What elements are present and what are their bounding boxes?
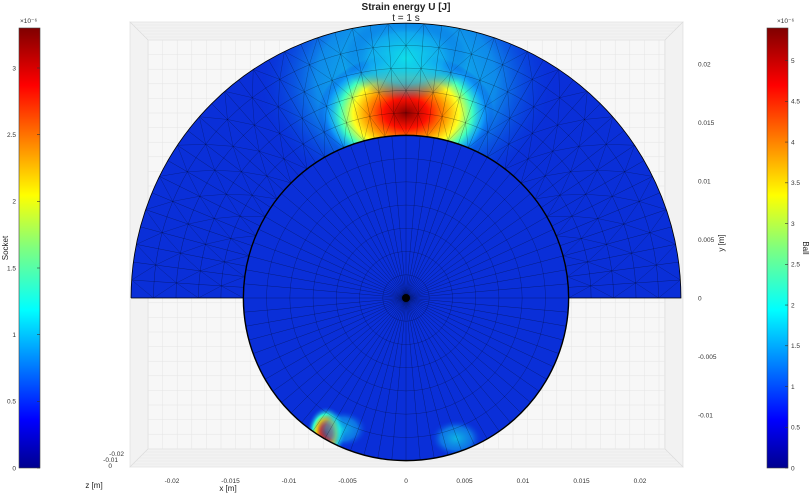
z-axis-ticks: -0.02-0.010 [103, 451, 124, 470]
y-tick-label: 0.01 [698, 179, 711, 186]
x-tick-label: -0.015 [221, 478, 240, 485]
colorbar-tick-label: 1 [12, 332, 16, 339]
x-tick-label: 0.005 [456, 478, 473, 485]
x-tick-label: -0.01 [282, 478, 297, 485]
x-axis-label: x [m] [219, 484, 236, 493]
colorbar-tick-label: 1.5 [791, 343, 800, 350]
socket-outline [130, 22, 682, 299]
y-axis-ticks: 0.02 0.015 0.01 0.005 0 -0.005 -0.01 [698, 62, 717, 420]
z-tick-label: -0.02 [109, 451, 124, 458]
x-tick-label: -0.005 [338, 478, 357, 485]
chart-subtitle: t = 1 s [392, 13, 420, 24]
socket-hotspot [344, 23, 468, 101]
y-tick-label: -0.01 [698, 413, 713, 420]
z-tick-label: 0 [108, 463, 112, 470]
x-tick-label: 0.015 [573, 478, 590, 485]
colorbar-tick-label: 1 [791, 384, 795, 391]
region-outlines [130, 22, 682, 462]
colorbar-tick-label: 0.5 [791, 425, 800, 432]
x-tick-label: 0.02 [634, 478, 647, 485]
y-axis-label: y [m] [717, 234, 726, 251]
x-tick-label: 0 [404, 478, 408, 485]
colorbar-tick-label: 2 [12, 199, 16, 206]
ball-mesh [243, 135, 569, 461]
colorbar-tick-label: 4.5 [791, 99, 800, 106]
x-tick-label: -0.02 [165, 478, 180, 485]
y-tick-label: 0 [698, 296, 702, 303]
socket-colorbar: ×10⁻⁶ 3 2.5 2 1.5 1 0.5 0 Socket [1, 18, 41, 472]
chart-title: Strain energy U [J] [362, 2, 451, 13]
ball-colorbar-label: Ball [801, 241, 809, 255]
colorbar-tick-label: 3.5 [791, 180, 800, 187]
colorbar-tick-label: 3 [791, 221, 795, 228]
colorbar-tick-label: 0.5 [7, 399, 16, 406]
socket-colorbar-label: Socket [1, 235, 10, 260]
ball-center [402, 294, 410, 302]
ball-colorbar: ×10⁻⁶ 5 4.5 4 3.5 3 2.5 2 1.5 1 0.5 0 Ball [766, 18, 809, 472]
ball-colorbar-exponent: ×10⁻⁶ [777, 18, 794, 25]
colorbar-tick-label: 0 [791, 465, 795, 472]
colorbar-tick-label: 4 [791, 139, 795, 146]
ball-outline [242, 134, 570, 462]
y-tick-label: 0.015 [698, 120, 715, 127]
y-tick-label: -0.005 [698, 354, 717, 361]
colorbar-tick-label: 1.5 [7, 265, 16, 272]
ball-colorbar-gradient [766, 27, 789, 469]
colorbar-tick-label: 0 [12, 465, 16, 472]
x-tick-label: 0.01 [517, 478, 530, 485]
socket-colorbar-gradient [18, 27, 41, 469]
colorbar-tick-label: 2 [791, 302, 795, 309]
y-tick-label: 0.02 [698, 62, 711, 69]
y-tick-label: 0.005 [698, 237, 715, 244]
z-tick-label: -0.01 [103, 457, 118, 464]
socket-colorbar-exponent: ×10⁻⁶ [20, 18, 37, 25]
x-axis-ticks: -0.02 -0.015 -0.01 -0.005 0 0.005 0.01 0.015 0.0… [165, 478, 647, 485]
colorbar-tick-label: 5 [791, 58, 795, 65]
colorbar-tick-label: 2.5 [7, 132, 16, 139]
z-axis-label: z [m] [85, 481, 102, 490]
colorbar-tick-label: 2.5 [791, 262, 800, 269]
colorbar-tick-label: 3 [12, 65, 16, 72]
ball-region [243, 135, 569, 461]
